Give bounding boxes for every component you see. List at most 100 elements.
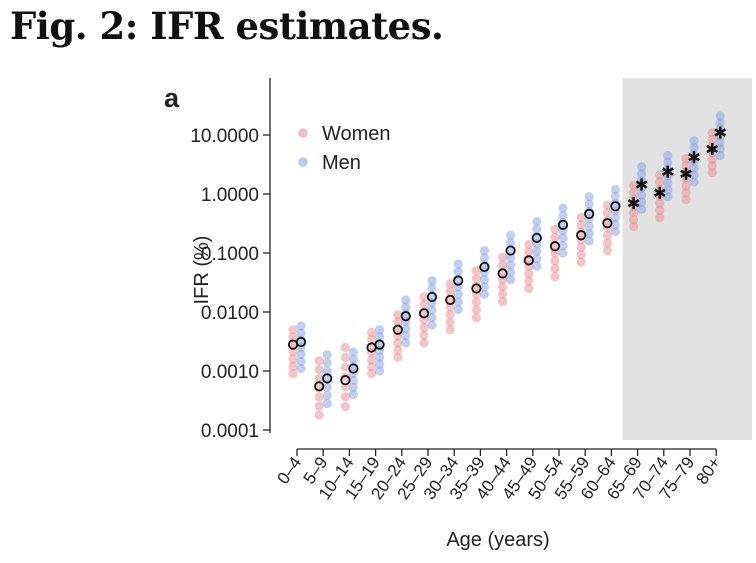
estimate-circle-marker <box>584 208 595 219</box>
sample-point <box>550 224 560 235</box>
sample-point <box>689 142 699 153</box>
sample-point <box>558 240 568 251</box>
estimate-circle-marker <box>340 375 351 386</box>
sample-point <box>471 305 481 315</box>
sample-point <box>419 299 429 310</box>
sample-point <box>314 374 324 384</box>
sample-point <box>550 256 560 266</box>
sample-point <box>348 389 358 400</box>
sample-point <box>663 150 673 161</box>
sample-point <box>506 275 516 285</box>
sample-point <box>340 401 350 412</box>
estimate-circle-marker <box>348 363 359 374</box>
sample-point <box>314 410 324 420</box>
sample-point <box>419 330 429 340</box>
sample-point <box>707 127 717 138</box>
y-tick-label: 0.1000 <box>201 244 259 265</box>
sample-point <box>602 238 613 248</box>
sample-point <box>524 276 534 286</box>
x-tick-label: 80+ <box>692 453 724 488</box>
sample-point <box>393 352 403 363</box>
panel-label: a <box>164 83 180 113</box>
sample-point <box>629 208 639 218</box>
sample-point <box>532 224 542 234</box>
sample-point <box>637 190 647 200</box>
sample-point <box>296 363 306 374</box>
sample-point <box>393 310 403 320</box>
sample-point <box>602 208 613 218</box>
sample-point <box>663 178 673 188</box>
sample-point <box>558 233 568 243</box>
sample-point <box>715 150 725 161</box>
estimate-star-marker <box>706 142 719 155</box>
sample-point <box>689 170 699 180</box>
sample-point <box>584 192 594 202</box>
sample-point <box>296 356 306 367</box>
sample-point <box>715 137 725 147</box>
sample-point <box>479 289 489 299</box>
sample-point <box>629 222 639 232</box>
sample-point <box>348 375 358 385</box>
sample-point <box>375 366 385 376</box>
sample-point <box>322 349 332 360</box>
sample-point <box>498 259 508 270</box>
sample-point <box>367 355 377 365</box>
sample-point <box>288 347 298 357</box>
estimate-circle-marker <box>505 245 516 256</box>
sample-point <box>610 212 621 223</box>
estimate-star-marker <box>627 197 640 210</box>
sample-point <box>610 220 621 230</box>
sample-point <box>375 359 385 369</box>
sample-point <box>348 347 358 357</box>
legend: Women Men <box>298 123 391 174</box>
sample-point <box>663 192 673 202</box>
sample-point <box>715 111 725 121</box>
sample-point <box>584 228 594 239</box>
sample-point <box>681 181 691 191</box>
sample-point <box>375 325 385 335</box>
estimate-circle-marker <box>471 283 482 294</box>
sample-point <box>314 356 324 366</box>
sample-point <box>393 317 403 327</box>
estimate-star-marker <box>653 186 666 199</box>
shaded-region-layer <box>622 78 752 440</box>
sample-point <box>637 169 647 179</box>
sample-point <box>506 267 516 278</box>
estimate-circle-marker <box>576 230 587 241</box>
sample-point <box>288 332 298 342</box>
sample-point <box>296 328 306 338</box>
estimate-circle-marker <box>453 275 464 286</box>
sample-point <box>681 160 691 170</box>
estimate-circle-marker <box>322 373 333 384</box>
sample-point <box>707 154 717 164</box>
y-tick-label: 0.0001 <box>201 421 259 442</box>
sample-point <box>629 215 639 225</box>
sample-point <box>401 302 411 312</box>
estimate-circle-marker <box>426 291 438 303</box>
sample-point <box>602 230 613 240</box>
sample-point <box>296 321 306 331</box>
sample-point <box>637 162 647 172</box>
sample-point <box>314 392 324 402</box>
estimate-circle-marker <box>602 218 613 229</box>
sample-point <box>663 185 673 195</box>
sample-point <box>576 242 586 252</box>
sample-point <box>419 322 429 333</box>
sample-point <box>427 283 437 293</box>
figure-title: Fig. 2: IFR estimates. <box>10 4 444 48</box>
estimate-circle-marker <box>557 219 569 230</box>
sample-point <box>348 382 358 392</box>
estimate-circle-marker <box>400 311 411 322</box>
sample-point <box>367 327 377 338</box>
sample-point <box>288 354 298 364</box>
sample-point <box>445 309 455 320</box>
sample-point <box>471 313 481 323</box>
sample-point <box>681 195 691 205</box>
sample-point <box>610 191 621 201</box>
sample-point <box>602 200 613 210</box>
sample-point <box>340 392 350 402</box>
y-axis-label: IFR (%) <box>191 236 213 305</box>
estimate-circle-marker <box>549 241 561 252</box>
sample-point <box>314 365 324 375</box>
sample-point <box>584 206 594 217</box>
